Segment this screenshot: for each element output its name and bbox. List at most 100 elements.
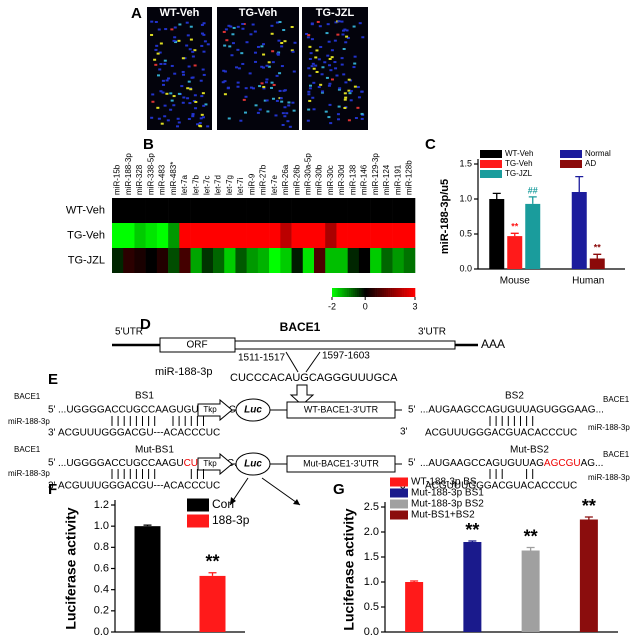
legend-label: WT-Veh — [505, 149, 533, 158]
spot — [249, 86, 253, 89]
image-label: TG-Veh — [239, 7, 278, 19]
spot — [345, 29, 349, 32]
heat-cell — [156, 198, 169, 223]
spot — [190, 76, 194, 79]
sequence: ACGUUUGGGACGU---ACACCCUC — [58, 481, 220, 492]
heat-cell — [156, 223, 169, 248]
spot — [258, 85, 262, 88]
spot — [243, 111, 247, 114]
spot — [352, 66, 356, 69]
spot — [156, 52, 160, 55]
heat-cell — [314, 223, 326, 248]
column-label: let-7d — [214, 175, 223, 195]
heat-cell — [179, 223, 191, 248]
panel-label: G — [333, 481, 345, 498]
colorbar-step — [358, 288, 362, 297]
sequence: ...AUGAAGCCAGUGUUAGUGGGAAG... — [420, 405, 604, 416]
colorbar-step — [352, 288, 356, 297]
legend-swatch — [480, 150, 502, 158]
spot — [181, 101, 185, 104]
heat-cell — [302, 223, 315, 248]
spot — [258, 108, 262, 111]
spot — [176, 125, 180, 128]
column-label: miR-129-3p — [371, 153, 380, 195]
spot — [353, 85, 357, 88]
spot — [241, 62, 245, 65]
spot — [309, 52, 313, 55]
heat-cell — [358, 223, 371, 248]
spot — [308, 87, 312, 90]
spot — [290, 25, 294, 28]
spot — [196, 123, 200, 126]
spot — [277, 51, 281, 54]
promoter — [197, 398, 233, 422]
spot — [327, 40, 331, 43]
heat-cell — [291, 223, 304, 248]
heat-cell — [325, 223, 337, 248]
spot — [347, 78, 351, 81]
bar — [521, 550, 540, 632]
spot — [172, 39, 176, 42]
spot — [251, 23, 255, 26]
spot — [317, 86, 321, 89]
spot — [305, 32, 309, 35]
spot — [357, 96, 361, 99]
spot — [248, 72, 252, 75]
heat-cell — [358, 198, 371, 223]
colorbar-step — [365, 288, 368, 297]
spot — [275, 74, 279, 77]
arrowhead — [293, 499, 300, 505]
label: 3'UTR — [418, 327, 446, 338]
spot — [306, 119, 310, 122]
spot — [267, 65, 271, 68]
spot — [292, 70, 296, 73]
y-tick-label: 0.0 — [364, 626, 379, 638]
spot — [177, 92, 181, 95]
spot — [231, 42, 235, 45]
spot — [204, 103, 208, 106]
spot — [337, 88, 341, 91]
column-label: let-7e — [270, 174, 279, 195]
spot — [265, 64, 269, 67]
seq-part: ...UGGGGACCUGCCAAGU — [58, 458, 184, 469]
y-tick-label: 1.0 — [94, 520, 109, 532]
spot — [336, 33, 340, 36]
label: 3' — [48, 481, 56, 492]
heat-cell — [156, 248, 169, 273]
legend-label: Mut-188-3p BS1 — [411, 488, 484, 499]
spot — [260, 45, 264, 48]
spot — [191, 115, 195, 118]
spot — [161, 83, 165, 86]
spot — [235, 66, 239, 69]
error-bar — [526, 546, 535, 551]
spot — [169, 92, 173, 95]
spot — [344, 96, 348, 99]
y-tick-label: 2.5 — [364, 501, 379, 513]
spot — [187, 65, 191, 68]
colorbar-step — [361, 288, 364, 297]
column-label: miR-15b — [113, 164, 122, 195]
spot — [191, 113, 195, 116]
spot — [324, 110, 328, 113]
spot — [185, 44, 189, 47]
column-label: miR-483* — [169, 162, 178, 195]
heat-cell — [168, 223, 180, 248]
spot — [193, 49, 197, 52]
spot — [262, 85, 266, 88]
spot — [254, 104, 258, 107]
spot — [156, 106, 160, 109]
spot — [164, 28, 168, 31]
column-label: miR-191 — [393, 164, 402, 195]
spot — [173, 36, 177, 39]
spot — [188, 102, 192, 105]
panel-label: B — [143, 136, 154, 153]
spot — [361, 36, 365, 39]
spot — [262, 87, 266, 90]
spot — [352, 25, 356, 28]
spot — [308, 74, 312, 77]
heat-cell — [381, 248, 393, 273]
spot — [206, 125, 210, 128]
spot — [186, 97, 190, 100]
spot — [293, 41, 297, 44]
